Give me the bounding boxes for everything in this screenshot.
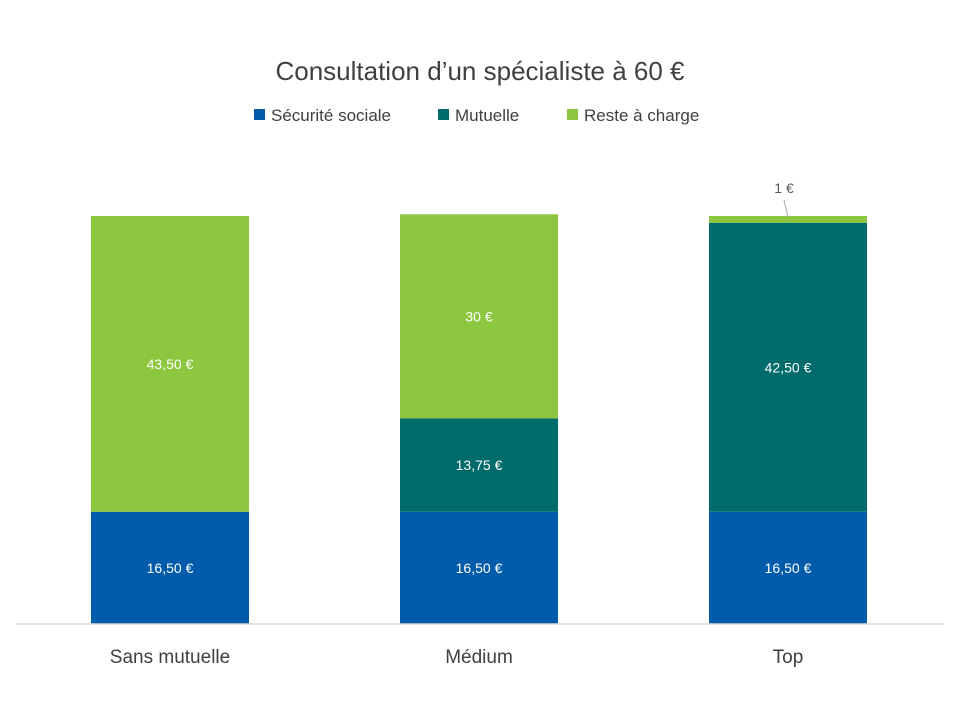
data-label-medium-securite-sociale: 16,50 € xyxy=(456,560,503,576)
chart-title: Consultation d’un spécialiste à 60 € xyxy=(275,56,685,86)
legend-swatch-mutuelle xyxy=(438,109,449,120)
bar-top-securite-sociale xyxy=(709,511,867,624)
legend-label-mutuelle: Mutuelle xyxy=(455,106,519,125)
legend-swatch-securite-sociale xyxy=(254,109,265,120)
data-label-top-reste-a-charge: 1 € xyxy=(774,180,794,196)
legend-swatch-reste-a-charge xyxy=(567,109,578,120)
data-label-medium-reste-a-charge: 30 € xyxy=(465,308,492,324)
bar-top-mutuelle xyxy=(709,222,867,512)
bar-medium-reste-a-charge xyxy=(400,214,558,419)
data-label-sans-mutuelle-reste-a-charge: 43,50 € xyxy=(147,356,194,372)
data-label-top-securite-sociale: 16,50 € xyxy=(765,560,812,576)
bar-top-reste-a-charge xyxy=(709,216,867,223)
category-label-sans-mutuelle: Sans mutuelle xyxy=(110,647,230,668)
legend: Sécurité sociale Mutuelle Reste à charge xyxy=(254,106,699,125)
legend-label-securite-sociale: Sécurité sociale xyxy=(271,106,391,125)
bar-sans-mutuelle-securite-sociale xyxy=(91,511,249,624)
bars: 16,50 € 43,50 € 16,50 € 13,75 € 30 € 16,50 € 4… xyxy=(91,180,867,624)
data-label-medium-mutuelle: 13,75 € xyxy=(456,457,503,473)
bar-sans-mutuelle-reste-a-charge xyxy=(91,216,249,512)
category-label-top: Top xyxy=(773,647,804,668)
bar-medium-securite-sociale xyxy=(400,511,558,624)
legend-label-reste-a-charge: Reste à charge xyxy=(584,106,699,125)
bar-medium-mutuelle xyxy=(400,418,558,512)
category-labels: Sans mutuelle Médium Top xyxy=(110,647,804,668)
category-label-medium: Médium xyxy=(445,647,513,668)
data-label-top-mutuelle: 42,50 € xyxy=(765,359,812,375)
leader-line-top xyxy=(783,199,789,218)
data-label-sans-mutuelle-securite-sociale: 16,50 € xyxy=(147,560,194,576)
